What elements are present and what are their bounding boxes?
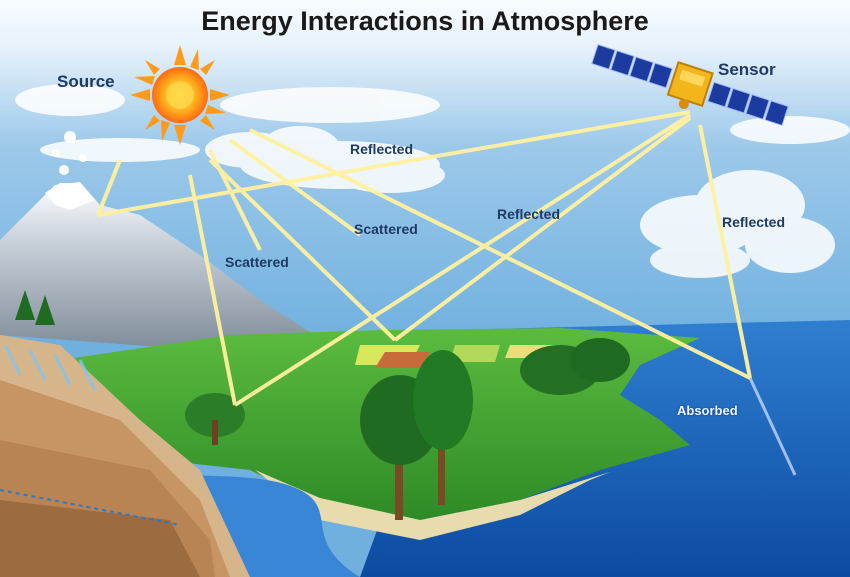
- source-label: Source: [57, 72, 115, 91]
- cliff-layers: [0, 335, 250, 577]
- trees: [15, 290, 630, 520]
- absorbed-label: Absorbed: [677, 403, 738, 418]
- absorbed-ray: [748, 377, 797, 476]
- reflected-label-top: Reflected: [350, 141, 414, 157]
- reflected-label-right: Reflected: [722, 214, 786, 230]
- sensor-label: Sensor: [718, 60, 776, 79]
- scattered-label-lower: Scattered: [225, 254, 289, 270]
- mountain: [0, 182, 330, 350]
- satellite-icon: [591, 43, 789, 127]
- scattered-label-upper: Scattered: [354, 221, 418, 237]
- sun-icon: [130, 45, 230, 145]
- rain: [3, 344, 97, 391]
- snowflake-icons: [52, 131, 87, 175]
- diagram-title: Energy Interactions in Atmosphere: [201, 6, 649, 36]
- energy-rays: [96, 110, 752, 407]
- reflected-label-middle: Reflected: [497, 206, 561, 222]
